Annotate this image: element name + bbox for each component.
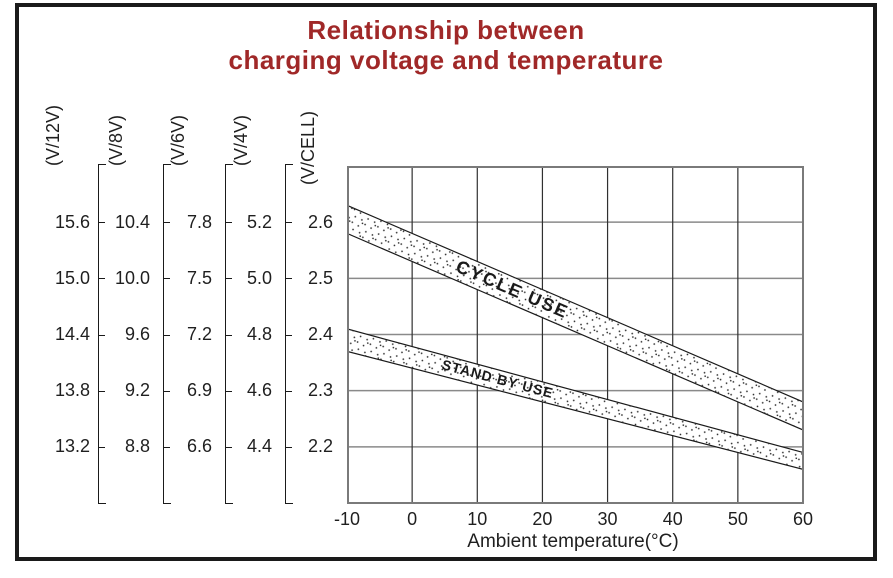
scale-bracket-tick — [163, 446, 170, 448]
scale-bracket-cap — [163, 503, 171, 504]
scale-tick-label: 15.6 — [54, 211, 90, 232]
scale-tick-label: 2.2 — [307, 436, 333, 457]
chart-title: Relationship between charging voltage an… — [19, 15, 873, 75]
scale-bracket-tick — [98, 222, 105, 224]
scale-bracket-tick — [98, 278, 105, 280]
scale-tick-label: 2.5 — [307, 267, 333, 288]
scale-bracket-tick — [285, 390, 292, 392]
x-tick-label: -10 — [333, 509, 360, 529]
scale-tick-label: 9.2 — [124, 380, 150, 401]
scale-bracket-tick — [225, 334, 232, 336]
scale-bracket-tick — [285, 446, 292, 448]
x-tick-label: 20 — [532, 509, 553, 529]
scale-tick-label: 13.8 — [54, 380, 90, 401]
scale-bracket-tick — [225, 278, 232, 280]
scale-bracket-tick — [225, 446, 232, 448]
scale-tick-label: 15.0 — [54, 267, 90, 288]
scale-bracket-tick — [163, 390, 170, 392]
scale-bracket-line — [225, 164, 226, 504]
scale-tick-label: 4.6 — [246, 380, 272, 401]
scale-tick-label: 10.0 — [114, 267, 150, 288]
scale-bracket-cap — [98, 503, 106, 504]
scale-tick-label: 7.2 — [186, 324, 212, 344]
scale-tick-label: 2.4 — [307, 324, 333, 344]
scale-bracket-cap — [285, 164, 293, 165]
scale-unit-label: (V/8V) — [106, 114, 126, 166]
scale-bracket-line — [163, 164, 164, 504]
scale-bracket-tick — [98, 446, 105, 448]
x-tick-label: 50 — [727, 509, 748, 529]
scale-tick-label: 7.8 — [186, 211, 212, 232]
scale-tick-label: 8.8 — [124, 436, 150, 457]
scale-tick-label: 6.9 — [186, 380, 212, 401]
scale-tick-label: 4.8 — [246, 324, 272, 344]
scale-bracket-tick — [163, 222, 170, 224]
scale-bracket-tick — [225, 222, 232, 224]
scale-unit-label: (V/4V) — [231, 114, 251, 166]
x-axis-label: Ambient temperature(°C) — [467, 531, 679, 552]
chart-title-line2: charging voltage and temperature — [228, 45, 664, 75]
scale-bracket-tick — [98, 334, 105, 336]
scale-bracket-tick — [285, 222, 292, 224]
x-tick-label: 60 — [792, 509, 814, 529]
scale-bracket-cap — [98, 164, 106, 165]
scale-unit-label: (V/12V) — [43, 104, 63, 166]
x-tick-label: 0 — [407, 509, 418, 529]
scale-bracket-tick — [163, 278, 170, 280]
scale-tick-label: 5.0 — [246, 267, 272, 288]
scale-bracket-cap — [225, 503, 233, 504]
scale-tick-label: 5.2 — [246, 211, 272, 232]
scale-tick-label: 13.2 — [54, 436, 90, 457]
scale-unit-label: (V/6V) — [168, 114, 188, 166]
scale-bracket-tick — [285, 278, 292, 280]
x-tick-label: 40 — [662, 509, 683, 529]
scale-tick-label: 10.4 — [114, 211, 150, 232]
scale-bracket-line — [98, 164, 99, 504]
scale-bracket-cap — [163, 164, 171, 165]
scale-bracket-tick — [285, 334, 292, 336]
scale-bracket-cap — [285, 503, 293, 504]
scale-bracket-tick — [163, 334, 170, 336]
x-tick-label: 30 — [597, 509, 618, 529]
chart-title-line1: Relationship between — [307, 15, 585, 45]
scale-bracket-line — [285, 164, 286, 504]
scale-bracket-tick — [225, 390, 232, 392]
scale-bracket-tick — [98, 390, 105, 392]
x-tick-label: 10 — [467, 509, 488, 529]
scale-tick-label: 6.6 — [186, 436, 212, 457]
scale-tick-label: 4.4 — [246, 436, 272, 457]
scale-tick-label: 2.3 — [307, 380, 333, 401]
scale-tick-label: 14.4 — [54, 324, 90, 344]
scale-tick-label: 2.6 — [307, 211, 333, 232]
scale-unit-label: (V/CELL) — [298, 110, 318, 185]
scale-tick-label: 7.5 — [186, 267, 212, 288]
scale-tick-label: 9.6 — [124, 324, 150, 344]
scale-bracket-cap — [225, 164, 233, 165]
chart-frame — [15, 3, 877, 561]
